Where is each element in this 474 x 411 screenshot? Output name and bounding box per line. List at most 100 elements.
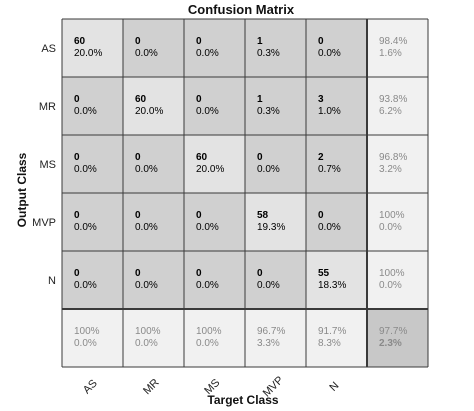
x-tick-label: N bbox=[327, 380, 341, 394]
off-diagonal-cell bbox=[184, 251, 245, 309]
row-summary-cell bbox=[367, 135, 428, 193]
x-axis-label: Target Class bbox=[207, 393, 278, 407]
off-diagonal-cell bbox=[62, 193, 123, 251]
off-diagonal-cell bbox=[184, 77, 245, 135]
off-diagonal-cell bbox=[123, 251, 184, 309]
diagonal-cell bbox=[184, 135, 245, 193]
column-error-label: 3.3% bbox=[257, 338, 280, 349]
off-diagonal-cell bbox=[62, 77, 123, 135]
diagonal-cell bbox=[245, 193, 306, 251]
x-tick-label: AS bbox=[81, 377, 100, 396]
column-summary-cell bbox=[62, 309, 123, 367]
off-diagonal-cell bbox=[306, 135, 367, 193]
cell-count-label: 0 bbox=[74, 210, 80, 221]
diagonal-cell bbox=[62, 19, 123, 77]
diagonal-cell bbox=[123, 77, 184, 135]
cell-count-label: 60 bbox=[196, 152, 208, 163]
off-diagonal-cell bbox=[62, 135, 123, 193]
y-tick-label: MVP bbox=[32, 217, 56, 229]
column-summary-cell bbox=[184, 309, 245, 367]
cell-count-label: 0 bbox=[196, 36, 202, 47]
column-correct-label: 100% bbox=[135, 326, 161, 337]
cell-percent-label: 0.0% bbox=[196, 222, 219, 233]
cell-percent-label: 0.0% bbox=[257, 164, 280, 175]
off-diagonal-cell bbox=[123, 19, 184, 77]
row-error-label: 0.0% bbox=[379, 222, 402, 233]
y-tick-label: MS bbox=[40, 159, 57, 171]
cell-count-label: 55 bbox=[318, 268, 330, 279]
off-diagonal-cell bbox=[245, 135, 306, 193]
cell-percent-label: 0.0% bbox=[318, 48, 341, 59]
column-correct-label: 100% bbox=[196, 326, 222, 337]
cell-percent-label: 0.3% bbox=[257, 106, 280, 117]
off-diagonal-cell bbox=[306, 19, 367, 77]
cell-percent-label: 0.0% bbox=[257, 280, 280, 291]
column-summary-cell bbox=[306, 309, 367, 367]
cell-percent-label: 0.0% bbox=[196, 280, 219, 291]
diagonal-cell bbox=[306, 251, 367, 309]
cell-percent-label: 0.0% bbox=[74, 106, 97, 117]
cell-percent-label: 20.0% bbox=[135, 106, 163, 117]
cell-count-label: 0 bbox=[135, 210, 141, 221]
row-correct-label: 96.8% bbox=[379, 152, 407, 163]
off-diagonal-cell bbox=[123, 193, 184, 251]
cell-count-label: 0 bbox=[74, 268, 80, 279]
off-diagonal-cell bbox=[62, 251, 123, 309]
total-correct-label: 97.7% bbox=[379, 326, 407, 337]
off-diagonal-cell bbox=[184, 193, 245, 251]
cell-percent-label: 0.3% bbox=[257, 48, 280, 59]
row-correct-label: 93.8% bbox=[379, 94, 407, 105]
cell-count-label: 0 bbox=[74, 152, 80, 163]
cell-count-label: 3 bbox=[318, 94, 324, 105]
cell-count-label: 0 bbox=[135, 36, 141, 47]
row-error-label: 6.2% bbox=[379, 106, 402, 117]
row-correct-label: 98.4% bbox=[379, 36, 407, 47]
column-error-label: 8.3% bbox=[318, 338, 341, 349]
total-accuracy-cell bbox=[367, 309, 428, 367]
total-error-label: 2.3% bbox=[379, 338, 402, 349]
row-summary-cell bbox=[367, 251, 428, 309]
cell-count-label: 0 bbox=[135, 268, 141, 279]
row-error-label: 3.2% bbox=[379, 164, 402, 175]
off-diagonal-cell bbox=[245, 77, 306, 135]
off-diagonal-cell bbox=[184, 19, 245, 77]
cell-percent-label: 0.0% bbox=[135, 48, 158, 59]
column-summary-cell bbox=[123, 309, 184, 367]
cell-count-label: 0 bbox=[257, 268, 263, 279]
column-error-label: 0.0% bbox=[196, 338, 219, 349]
row-error-label: 1.6% bbox=[379, 48, 402, 59]
cell-percent-label: 0.0% bbox=[196, 48, 219, 59]
column-correct-label: 100% bbox=[74, 326, 100, 337]
cell-percent-label: 1.0% bbox=[318, 106, 341, 117]
row-error-label: 0.0% bbox=[379, 280, 402, 291]
cell-percent-label: 0.0% bbox=[74, 280, 97, 291]
column-error-label: 0.0% bbox=[74, 338, 97, 349]
cell-percent-label: 0.0% bbox=[74, 222, 97, 233]
y-tick-label: N bbox=[48, 275, 56, 287]
off-diagonal-cell bbox=[123, 135, 184, 193]
cell-percent-label: 0.0% bbox=[135, 222, 158, 233]
x-tick-label: MR bbox=[141, 377, 162, 398]
cell-count-label: 0 bbox=[318, 210, 324, 221]
row-summary-cell bbox=[367, 193, 428, 251]
cell-count-label: 0 bbox=[196, 94, 202, 105]
y-axis-label: Output Class bbox=[15, 152, 29, 227]
cell-percent-label: 0.0% bbox=[74, 164, 97, 175]
chart-title: Confusion Matrix bbox=[188, 2, 295, 17]
y-tick-label: AS bbox=[41, 43, 56, 55]
cell-count-label: 0 bbox=[196, 268, 202, 279]
cell-count-label: 0 bbox=[74, 94, 80, 105]
column-error-label: 0.0% bbox=[135, 338, 158, 349]
off-diagonal-cell bbox=[245, 19, 306, 77]
row-summary-cell bbox=[367, 19, 428, 77]
cell-percent-label: 0.0% bbox=[135, 280, 158, 291]
column-correct-label: 96.7% bbox=[257, 326, 285, 337]
column-correct-label: 91.7% bbox=[318, 326, 346, 337]
cell-percent-label: 0.0% bbox=[135, 164, 158, 175]
cell-percent-label: 0.0% bbox=[196, 106, 219, 117]
row-correct-label: 100% bbox=[379, 210, 405, 221]
row-summary-cell bbox=[367, 77, 428, 135]
column-summary-cell bbox=[245, 309, 306, 367]
cell-count-label: 0 bbox=[257, 152, 263, 163]
